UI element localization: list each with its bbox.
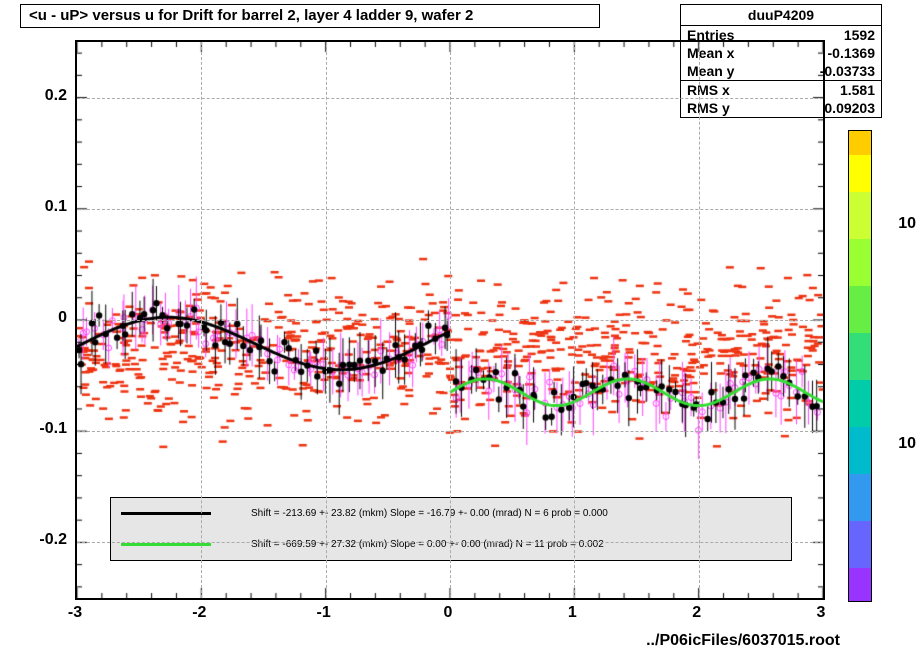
colorbar-segment (849, 192, 871, 239)
y-tick-label: 0.2 (17, 87, 67, 105)
x-tick-label: -1 (317, 604, 331, 622)
colorbar (848, 130, 872, 602)
x-tick-label: -2 (192, 604, 206, 622)
grid-line-vertical (699, 42, 700, 598)
y-tick-label: 0.1 (17, 198, 67, 216)
fit-row-black: Shift = -213.69 +- 23.82 (mkm) Slope = -… (111, 498, 791, 529)
file-label: ../P06icFiles/6037015.root (646, 632, 840, 650)
colorbar-tick-label: 10 (898, 215, 916, 233)
stats-entries-value: 1592 (844, 27, 875, 43)
fit-text-green: Shift = -669.59 +- 27.32 (mkm) Slope = 0… (251, 539, 604, 550)
grid-line-vertical (574, 42, 575, 598)
fit-legend: Shift = -213.69 +- 23.82 (mkm) Slope = -… (110, 497, 792, 561)
y-tick-label: -0.1 (17, 420, 67, 438)
plot-area: Shift = -213.69 +- 23.82 (mkm) Slope = -… (75, 40, 825, 600)
stats-name: duuP4209 (681, 5, 881, 26)
fit-line-black (121, 512, 211, 515)
stats-rmsx-value: 1.581 (840, 82, 875, 98)
stats-meany-value: -0.03733 (820, 63, 875, 79)
colorbar-segment (849, 568, 871, 601)
colorbar-segment (849, 333, 871, 380)
y-tick-label: 0 (17, 309, 67, 327)
x-tick-label: 2 (692, 604, 701, 622)
fit-line-green (121, 543, 211, 546)
grid-line-vertical (450, 42, 451, 598)
stats-meanx-value: -0.1369 (828, 45, 875, 61)
colorbar-segment (849, 131, 871, 155)
x-tick-label: -3 (68, 604, 82, 622)
stats-rmsy-value: 0.09203 (824, 100, 875, 116)
x-tick-label: 1 (568, 604, 577, 622)
grid-line-vertical (201, 42, 202, 598)
x-tick-label: 0 (444, 604, 453, 622)
y-tick-label: -0.2 (17, 531, 67, 549)
colorbar-segment (849, 155, 871, 193)
x-tick-label: 3 (817, 604, 826, 622)
fit-row-green: Shift = -669.59 +- 27.32 (mkm) Slope = 0… (111, 529, 791, 560)
plot-title: <u - uP> versus u for Drift for barrel 2… (20, 4, 600, 28)
colorbar-segment (849, 239, 871, 286)
grid-line-vertical (326, 42, 327, 598)
colorbar-segment (849, 286, 871, 333)
colorbar-tick-label: 10 (898, 435, 916, 453)
colorbar-segment (849, 380, 871, 427)
colorbar-segment (849, 521, 871, 568)
colorbar-segment (849, 427, 871, 474)
colorbar-segment (849, 474, 871, 521)
fit-text-black: Shift = -213.69 +- 23.82 (mkm) Slope = -… (251, 508, 608, 519)
